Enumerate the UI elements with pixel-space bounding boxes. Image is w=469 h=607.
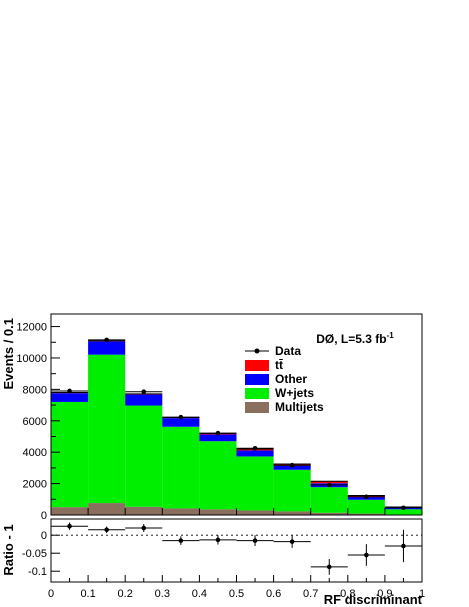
bar-other-7	[273, 465, 311, 470]
bar-wjets-7	[273, 469, 311, 512]
ratio-point-1	[67, 523, 72, 529]
bar-wjets-6	[236, 456, 274, 511]
data-point-4	[178, 414, 184, 420]
x-tick-label: 0.7	[303, 588, 318, 600]
x-tick-label: 0.1	[80, 588, 95, 600]
bar-multijets-8	[310, 512, 348, 515]
ratio-point-4	[178, 538, 184, 543]
bar-multijets-2	[88, 503, 126, 515]
legend-label-tt: tt̄	[275, 358, 283, 372]
bar-multijets-4	[162, 508, 200, 515]
bar-other-3	[125, 394, 163, 406]
x-tick-label: 0.4	[192, 588, 207, 600]
legend-data-marker	[254, 348, 260, 354]
bar-tt-8	[310, 481, 348, 484]
x-tick-label: 0.5	[229, 588, 244, 600]
y-tick-label: 0	[41, 510, 47, 522]
data-point-6	[252, 445, 258, 451]
legend-label-data: Data	[275, 344, 301, 358]
ratio-point-7	[289, 539, 295, 544]
ratio-point-10	[401, 543, 406, 549]
legend-swatch-tt	[245, 360, 269, 371]
x-axis-label: RF discriminant	[324, 592, 423, 607]
ratio-point-8	[326, 564, 332, 570]
ratio-y-tick-label: -0.1	[28, 566, 47, 578]
data-point-3	[141, 389, 147, 395]
bar-wjets-8	[310, 487, 348, 513]
bar-multijets-3	[125, 506, 163, 515]
x-tick-label: 0.9	[377, 588, 392, 600]
y-axis-label: Events / 0.1	[1, 318, 16, 390]
ratio-y-axis-label: Ratio - 1	[1, 524, 16, 575]
legend-swatch-wjets	[245, 388, 269, 399]
ratio-point-2	[104, 527, 109, 533]
bar-multijets-6	[236, 510, 274, 515]
ratio-point-3	[141, 525, 147, 531]
x-tick-label: 0.2	[118, 588, 133, 600]
y-tick-label: 8000	[23, 384, 47, 396]
data-point-1	[67, 388, 72, 394]
bar-wjets-1	[51, 401, 89, 508]
bar-wjets-9	[347, 499, 385, 514]
bar-wjets-3	[125, 405, 163, 507]
y-tick-label: 12000	[16, 322, 47, 334]
bar-other-5	[199, 434, 237, 442]
bar-multijets-9	[347, 513, 385, 515]
x-tick-label: 1	[419, 588, 425, 600]
bar-wjets-4	[162, 426, 200, 509]
data-point-8	[326, 482, 332, 488]
main-histogram-panel: 0 2000 4000 6000 8000 10000 12000	[16, 313, 423, 522]
x-tick-label: 0.3	[155, 588, 170, 600]
x-tick-label: 0.8	[340, 588, 355, 600]
ratio-point-5	[215, 537, 221, 543]
bar-multijets-1	[51, 507, 89, 515]
y-tick-label: 10000	[16, 353, 47, 365]
ratio-panel: 0-0.05-0.10 0.1 0.2 0.3 0.4 0.5 0.6 0.7 0.8 0.9 1	[22, 518, 425, 600]
bar-other-6	[236, 450, 274, 457]
x-tick-label: 0	[48, 588, 54, 600]
bar-wjets-5	[199, 441, 237, 510]
bar-other-1	[51, 393, 89, 402]
y-tick-label: 4000	[23, 447, 47, 459]
bar-wjets-2	[88, 354, 126, 504]
legend-label-other: Other	[275, 372, 307, 386]
data-point-2	[104, 337, 109, 343]
data-point-10	[401, 505, 406, 511]
ratio-point-6	[252, 538, 258, 543]
annotation: DØ, L=5.3 fb-1	[316, 331, 394, 346]
bar-other-4	[162, 418, 200, 427]
ratio-point-9	[364, 552, 369, 558]
data-point-5	[215, 430, 221, 436]
bar-multijets-7	[273, 511, 311, 515]
bar-wjets-10	[384, 509, 422, 515]
ratio-y-tick-label: 0	[41, 530, 47, 542]
bar-multijets-5	[199, 509, 237, 515]
legend-label-multijets: Multijets	[275, 400, 324, 414]
legend-swatch-multijets	[245, 402, 269, 413]
y-tick-label: 6000	[23, 416, 47, 428]
ratio-y-tick-label: -0.05	[22, 548, 47, 560]
data-point-9	[364, 494, 369, 500]
y-tick-label: 2000	[23, 479, 47, 491]
bar-other-2	[88, 341, 126, 355]
legend-label-wjets: W+jets	[275, 386, 314, 400]
data-point-7	[289, 462, 295, 468]
legend-swatch-other	[245, 374, 269, 385]
x-tick-label: 0.6	[266, 588, 281, 600]
